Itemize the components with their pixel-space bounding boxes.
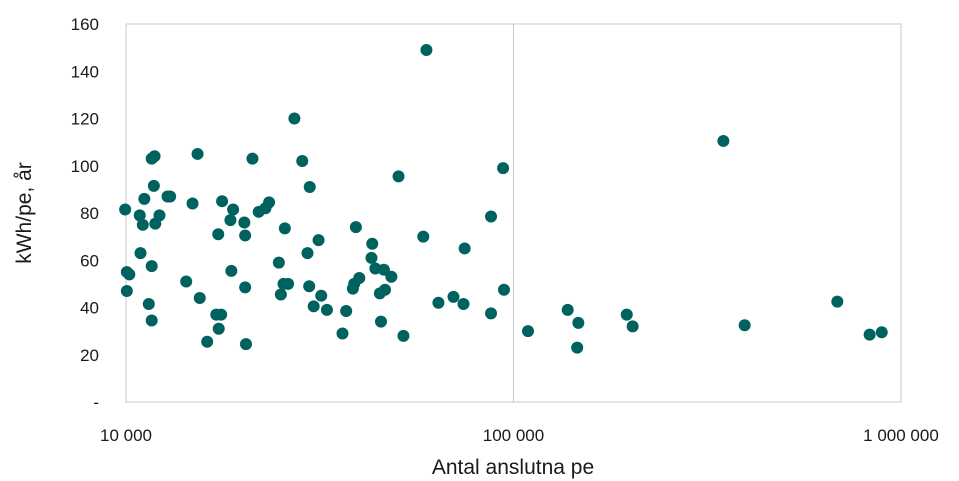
data-point bbox=[863, 328, 876, 341]
data-point bbox=[296, 155, 309, 168]
y-tick-label: 100 bbox=[71, 157, 99, 176]
data-point bbox=[225, 264, 238, 277]
data-point bbox=[385, 270, 398, 283]
x-tick-label: 100 000 bbox=[483, 426, 544, 445]
y-tick-label: 80 bbox=[80, 204, 99, 223]
data-point bbox=[303, 280, 316, 293]
data-point bbox=[142, 297, 155, 310]
data-point bbox=[153, 209, 166, 222]
data-point bbox=[145, 314, 158, 327]
data-point bbox=[522, 325, 535, 338]
data-point bbox=[227, 203, 240, 216]
data-point bbox=[133, 209, 146, 222]
data-point bbox=[447, 290, 460, 303]
data-point bbox=[274, 288, 287, 301]
data-point bbox=[238, 216, 251, 229]
y-axis-tick-labels: - 20 40 60 80 100 120 140 160 bbox=[71, 15, 99, 412]
data-point bbox=[374, 315, 387, 328]
data-point bbox=[136, 218, 149, 231]
x-axis-title: Antal anslutna pe bbox=[432, 456, 594, 479]
data-point bbox=[485, 210, 498, 223]
data-point bbox=[134, 247, 147, 260]
data-point bbox=[320, 303, 333, 316]
data-point bbox=[349, 221, 362, 234]
y-tick-label: 40 bbox=[80, 299, 99, 318]
data-point bbox=[497, 162, 510, 175]
data-point bbox=[561, 303, 574, 316]
data-point bbox=[875, 326, 888, 339]
data-point bbox=[239, 338, 252, 351]
data-point bbox=[432, 296, 445, 309]
data-point bbox=[301, 247, 314, 260]
y-tick-label: - bbox=[93, 393, 99, 412]
y-tick-label: 160 bbox=[71, 15, 99, 34]
data-point bbox=[288, 112, 301, 125]
data-point bbox=[186, 197, 199, 210]
x-tick-label: 10 000 bbox=[100, 426, 152, 445]
data-point bbox=[138, 192, 151, 205]
data-point bbox=[620, 308, 633, 321]
data-point bbox=[282, 277, 295, 290]
data-point bbox=[315, 289, 328, 302]
data-point bbox=[148, 150, 161, 163]
data-point bbox=[147, 179, 160, 192]
data-point bbox=[145, 260, 158, 273]
data-point bbox=[366, 237, 379, 250]
data-point bbox=[571, 341, 584, 354]
data-point bbox=[417, 230, 430, 243]
data-point bbox=[212, 322, 225, 335]
data-point bbox=[193, 292, 206, 305]
data-point bbox=[201, 335, 214, 348]
data-point bbox=[216, 195, 229, 208]
data-point bbox=[303, 181, 316, 194]
data-point bbox=[278, 222, 291, 235]
data-points bbox=[119, 43, 888, 354]
data-point bbox=[123, 268, 136, 281]
data-point bbox=[397, 329, 410, 342]
data-point bbox=[164, 190, 177, 203]
data-point bbox=[497, 283, 510, 296]
y-axis-title: kWh/pe, år bbox=[13, 162, 36, 264]
data-point bbox=[458, 242, 471, 255]
data-point bbox=[365, 251, 378, 264]
data-point bbox=[392, 170, 405, 183]
data-point bbox=[340, 305, 353, 318]
data-point bbox=[215, 308, 228, 321]
data-point bbox=[212, 228, 225, 241]
x-axis-tick-labels: 10 000 100 000 1 000 000 bbox=[100, 426, 939, 445]
data-point bbox=[420, 43, 433, 56]
data-point bbox=[119, 203, 132, 216]
data-point bbox=[246, 152, 259, 165]
data-point bbox=[457, 297, 470, 310]
data-point bbox=[738, 319, 751, 332]
data-point bbox=[120, 284, 133, 297]
data-point bbox=[191, 147, 204, 160]
y-tick-label: 60 bbox=[80, 251, 99, 270]
data-point bbox=[717, 134, 730, 147]
data-point bbox=[485, 307, 498, 320]
data-point bbox=[353, 271, 366, 284]
data-point bbox=[272, 256, 285, 269]
data-point bbox=[572, 316, 585, 329]
data-point bbox=[831, 295, 844, 308]
data-point bbox=[312, 234, 325, 247]
y-tick-label: 20 bbox=[80, 346, 99, 365]
data-point bbox=[377, 263, 390, 276]
y-tick-label: 120 bbox=[71, 110, 99, 129]
x-tick-label: 1 000 000 bbox=[863, 426, 939, 445]
data-point bbox=[307, 300, 320, 313]
data-point bbox=[626, 320, 639, 333]
data-point bbox=[239, 281, 252, 294]
y-tick-label: 140 bbox=[71, 62, 99, 81]
data-point bbox=[336, 327, 349, 340]
data-point bbox=[263, 196, 276, 209]
data-point bbox=[239, 229, 252, 242]
data-point bbox=[224, 214, 237, 227]
data-point bbox=[180, 275, 193, 288]
data-point bbox=[378, 283, 391, 296]
